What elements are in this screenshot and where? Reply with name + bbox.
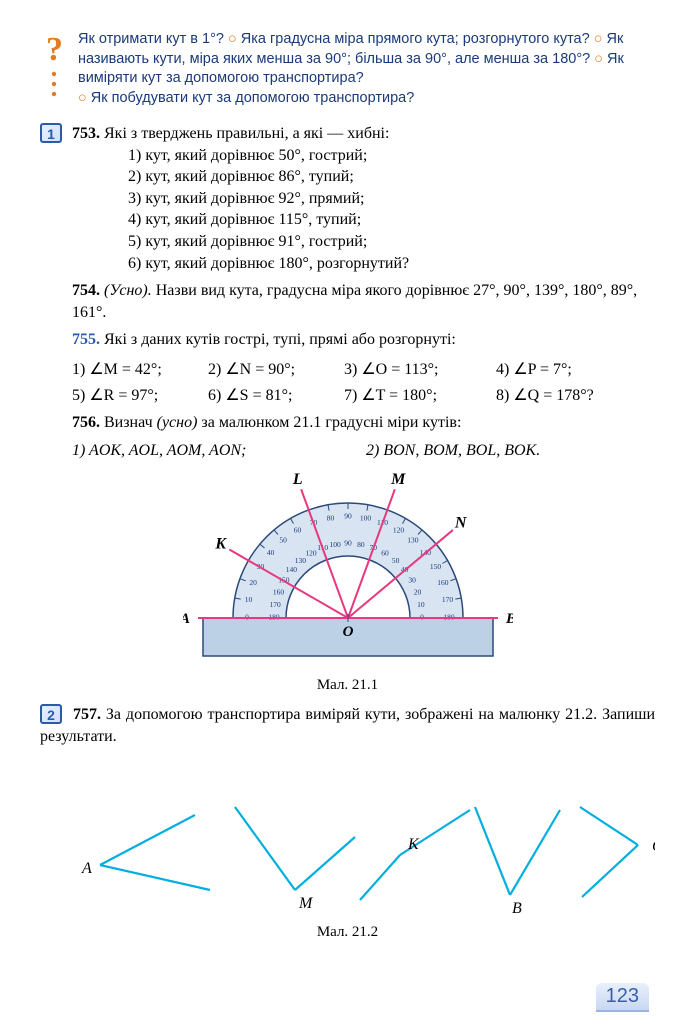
- angle-item: 7) ∠T = 180°;: [344, 383, 492, 409]
- svg-text:40: 40: [266, 548, 274, 557]
- svg-text:?: ?: [46, 32, 63, 68]
- problem-753: 1 753. Які з тверджень правильні, а які …: [40, 123, 655, 274]
- svg-text:60: 60: [293, 525, 301, 534]
- angle-item: 5) ∠R = 97°;: [72, 383, 204, 409]
- list-item: 6) кут, який дорівнює 180°, розгорнутий?: [128, 253, 655, 275]
- bullet-icon: ○: [594, 31, 607, 47]
- list-item: 2) кут, який дорівнює 86°, тупий;: [128, 166, 655, 188]
- svg-text:A: A: [81, 860, 92, 877]
- svg-text:A: A: [183, 611, 190, 627]
- problem-754: 754. (Усно). Назви вид кута, градусна мі…: [72, 280, 655, 323]
- list-item: 1) кут, який дорівнює 50°, гострий;: [128, 145, 655, 167]
- protractor-diagram: 0180101702016030150401405013060120701108…: [183, 468, 513, 668]
- svg-text:90: 90: [344, 512, 352, 521]
- svg-text:170: 170: [441, 595, 453, 604]
- list-item: 3) кут, який дорівнює 92°, прямий;: [128, 188, 655, 210]
- svg-text:80: 80: [357, 540, 365, 549]
- problem-755: 755. Які з даних кутів гострі, тупі, пря…: [72, 329, 655, 351]
- svg-text:130: 130: [407, 535, 419, 544]
- svg-text:L: L: [291, 471, 302, 488]
- svg-text:100: 100: [359, 513, 371, 522]
- problem-756: 756. Визнач (усно) за малюнком 21.1 град…: [72, 412, 655, 434]
- svg-text:120: 120: [305, 549, 317, 558]
- svg-text:120: 120: [392, 525, 404, 534]
- intro-part-1: Як отримати кут в 1°?: [78, 31, 228, 47]
- angle-item: 8) ∠Q = 178°?: [496, 383, 594, 409]
- angle-item: 1) ∠M = 42°;: [72, 357, 204, 383]
- svg-text:170: 170: [269, 600, 281, 609]
- angle-item: 2) ∠N = 90°;: [208, 357, 340, 383]
- svg-text:K: K: [407, 836, 420, 853]
- problem-755-row1: 1) ∠M = 42°; 2) ∠N = 90°; 3) ∠O = 113°; …: [72, 357, 655, 383]
- svg-text:O: O: [342, 624, 353, 640]
- svg-text:30: 30: [408, 576, 416, 585]
- svg-text:B: B: [505, 611, 513, 627]
- angle-item: 4) ∠P = 7°;: [496, 357, 572, 383]
- svg-text:20: 20: [413, 588, 421, 597]
- problem-lead: Які з тверджень правильні, а які — хибні…: [104, 125, 389, 142]
- angle-item: 3) ∠O = 113°;: [344, 357, 492, 383]
- svg-text:10: 10: [244, 595, 252, 604]
- svg-text:160: 160: [437, 578, 449, 587]
- problem-lead: Які з даних кутів гострі, тупі, прямі аб…: [104, 331, 456, 348]
- problem-italic: (усно): [157, 414, 198, 431]
- svg-text:C: C: [652, 838, 655, 855]
- svg-text:10: 10: [417, 600, 425, 609]
- intro-part-5: Як побудувати кут за допомогою транспорт…: [91, 90, 414, 106]
- list-item: 5) кут, який дорівнює 91°, гострий;: [128, 231, 655, 253]
- svg-text:90: 90: [344, 539, 352, 548]
- svg-text:20: 20: [249, 578, 257, 587]
- svg-text:160: 160: [272, 588, 284, 597]
- level-badge-2: 2: [40, 704, 62, 724]
- page-number: 123: [596, 983, 649, 1012]
- figure-21-2: A M K B C Мал. 21.2: [40, 755, 655, 941]
- figure-caption: Мал. 21.1: [40, 677, 655, 694]
- problem-number: 755.: [72, 331, 100, 348]
- angles-diagram: A M K B C: [40, 755, 655, 915]
- svg-text:100: 100: [329, 540, 341, 549]
- svg-text:60: 60: [381, 549, 389, 558]
- problem-number: 756.: [72, 414, 100, 431]
- intro-text: Як отримати кут в 1°? ○ Яка градусна мір…: [78, 30, 655, 108]
- bullet-icon: ○: [78, 90, 91, 106]
- problem-text-a: Визнач: [104, 414, 157, 431]
- svg-text:140: 140: [285, 565, 297, 574]
- problem-756-options: 1) AOK, AOL, AOM, AON; 2) BON, BOM, BOL,…: [72, 440, 655, 462]
- figure-21-1: 0180101702016030150401405013060120701108…: [40, 468, 655, 694]
- svg-text:50: 50: [391, 556, 399, 565]
- svg-text:M: M: [298, 895, 314, 912]
- intro-part-2: Яка градусна міра прямого кута; розгорну…: [241, 31, 594, 47]
- problem-753-items: 1) кут, який дорівнює 50°, гострий; 2) к…: [128, 145, 655, 275]
- bullet-icon: ○: [228, 31, 241, 47]
- svg-text:B: B: [512, 900, 522, 915]
- figure-caption: Мал. 21.2: [40, 924, 655, 941]
- svg-text:80: 80: [326, 513, 334, 522]
- intro-block: ? Як отримати кут в 1°? ○ Яка градусна м…: [40, 30, 655, 109]
- list-item: 4) кут, який дорівнює 115°, тупий;: [128, 209, 655, 231]
- svg-text:M: M: [390, 471, 406, 488]
- problem-text: Назви вид кута, градусна міра якого дорі…: [72, 282, 637, 321]
- problem-italic: (Усно).: [104, 282, 152, 299]
- option-1: 1) AOK, AOL, AOM, AON;: [72, 440, 362, 462]
- problem-755-row2: 5) ∠R = 97°; 6) ∠S = 81°; 7) ∠T = 180°; …: [72, 383, 655, 409]
- level-badge-1: 1: [40, 123, 62, 143]
- svg-text:150: 150: [429, 562, 441, 571]
- svg-text:K: K: [214, 536, 227, 553]
- problem-number: 754.: [72, 282, 100, 299]
- bullet-icon: ○: [594, 51, 607, 67]
- problem-number: 757.: [73, 706, 101, 723]
- option-2: 2) BON, BOM, BOL, BOK.: [366, 442, 540, 459]
- svg-text:50: 50: [279, 535, 287, 544]
- question-mark-icon: ?: [40, 32, 70, 109]
- angle-item: 6) ∠S = 81°;: [208, 383, 340, 409]
- problem-text-b: за малюнком 21.1 градусні міри кутів:: [197, 414, 461, 431]
- svg-text:N: N: [453, 515, 467, 532]
- problem-757: 2 757. За допомогою транспортира виміряй…: [40, 704, 655, 747]
- problem-text: За допомогою транспортира виміряй кути, …: [40, 706, 655, 745]
- problem-number: 753.: [72, 125, 100, 142]
